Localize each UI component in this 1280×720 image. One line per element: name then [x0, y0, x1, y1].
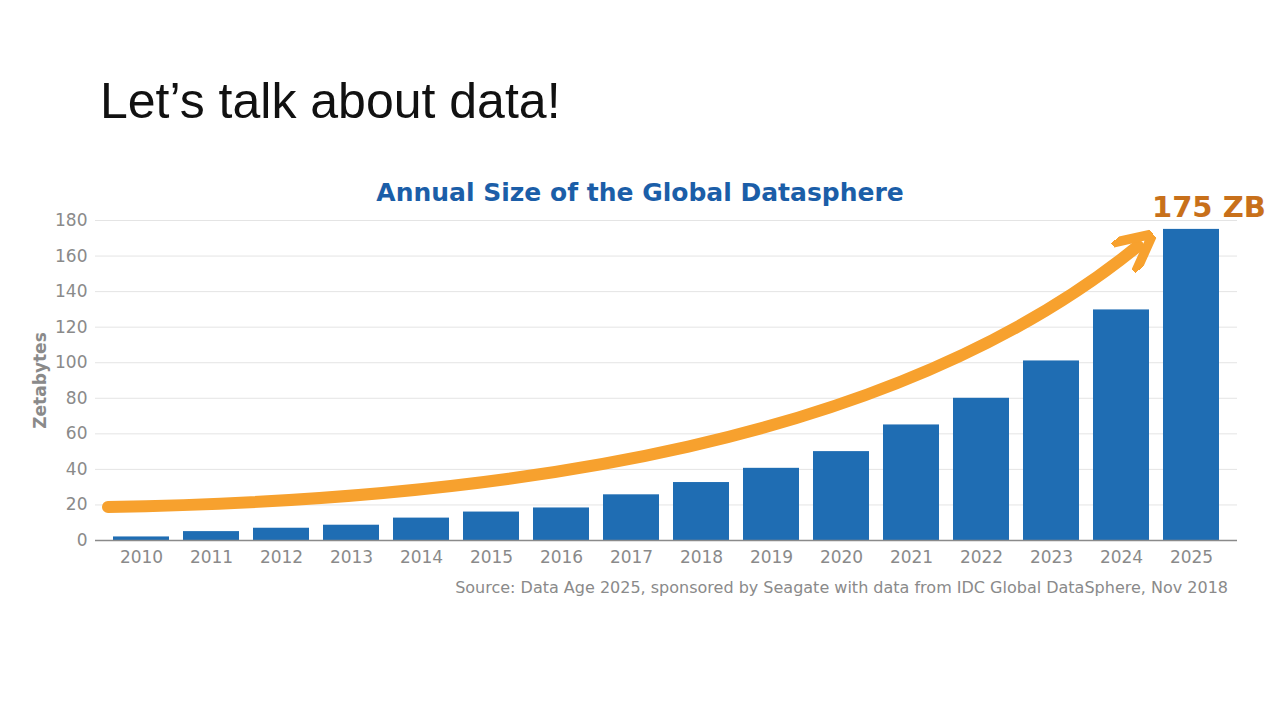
svg-text:2017: 2017 [610, 547, 653, 567]
svg-text:2021: 2021 [890, 547, 933, 567]
svg-text:Zetabytes: Zetabytes [30, 332, 50, 428]
svg-text:2010: 2010 [120, 547, 163, 567]
svg-text:180: 180 [55, 210, 87, 230]
html-text:Source: Data Age 2025, sponsor: Source: Data Age 2025, sponsored by Seag… [455, 578, 1228, 597]
svg-text:2018: 2018 [680, 547, 723, 567]
svg-text:100: 100 [55, 352, 87, 372]
svg-text:2025: 2025 [1170, 547, 1213, 567]
svg-text:40: 40 [66, 459, 88, 479]
html-text:Annual Size of the Global Data: Annual Size of the Global Datasphere [376, 178, 904, 207]
svg-text:20: 20 [66, 494, 88, 514]
svg-text:2014: 2014 [400, 547, 443, 567]
svg-text:2013: 2013 [330, 547, 373, 567]
html-text:Let’s talk about data!: Let’s talk about data! [100, 73, 561, 129]
svg-text:2023: 2023 [1030, 547, 1073, 567]
svg-text:2016: 2016 [540, 547, 583, 567]
svg-text:2024: 2024 [1100, 547, 1143, 567]
svg-text:60: 60 [66, 423, 88, 443]
svg-text:2020: 2020 [820, 547, 863, 567]
svg-text:2011: 2011 [190, 547, 233, 567]
svg-text:2022: 2022 [960, 547, 1003, 567]
svg-text:0: 0 [77, 530, 88, 550]
svg-text:160: 160 [55, 245, 87, 265]
svg-text:2019: 2019 [750, 547, 793, 567]
svg-text:2012: 2012 [260, 547, 303, 567]
svg-text:120: 120 [55, 317, 87, 337]
svg-text:80: 80 [66, 388, 88, 408]
html-text:175 ZB: 175 ZB [1152, 190, 1266, 224]
svg-text:2015: 2015 [470, 547, 513, 567]
svg-text:140: 140 [55, 281, 87, 301]
